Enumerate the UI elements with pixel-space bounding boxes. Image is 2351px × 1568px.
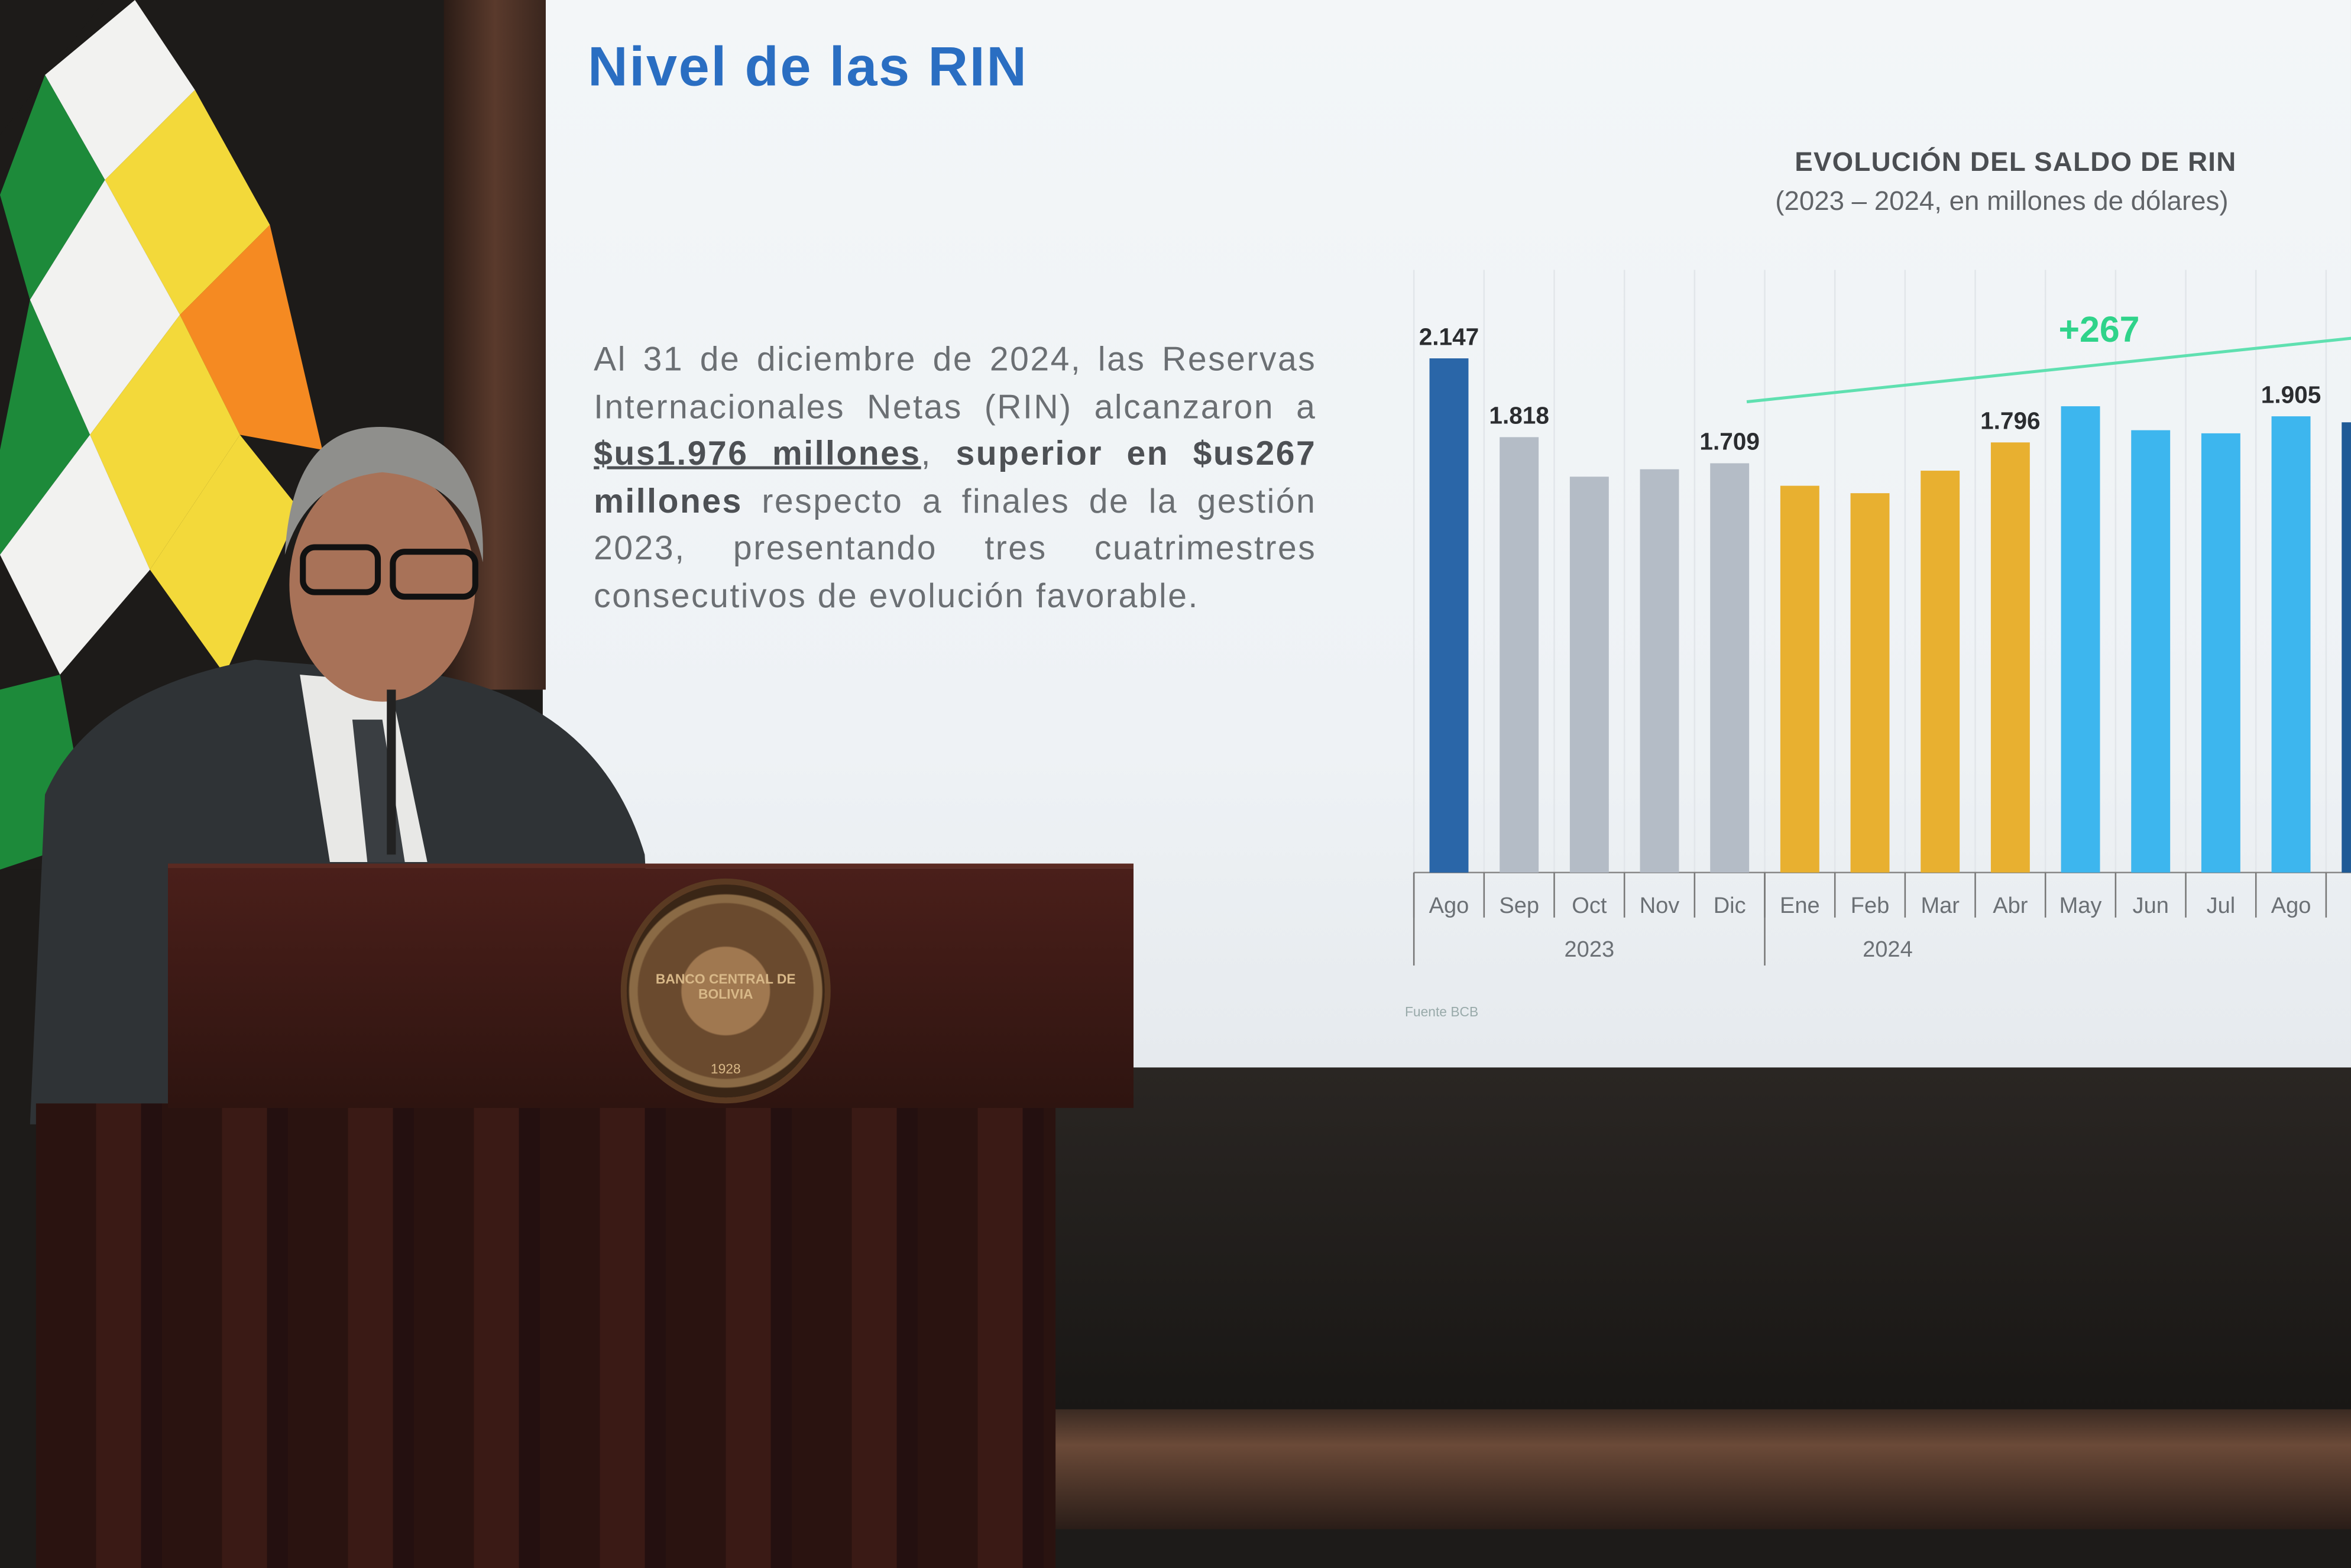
x-tick-label: Abr (1993, 893, 2028, 918)
x-tick-label: Mar (1921, 893, 1960, 918)
para-text: , (921, 435, 956, 472)
bar-ene-5 (1780, 485, 1819, 873)
bar-s-13 (2342, 422, 2351, 873)
bar-abr-8 (1990, 442, 2030, 873)
bar-jun-10 (2131, 430, 2171, 873)
bar-ago-0 (1429, 358, 1469, 873)
bar-sep-1 (1500, 437, 1539, 873)
bar-feb-6 (1850, 493, 1890, 873)
bar-chart: 2.147 Ago 1.818 Sep Oct Nov 1.709 Dic Ene Feb Mar 1… (1413, 270, 2351, 966)
slide-title: Nivel de las RIN (587, 35, 1028, 98)
x-tick-label: Feb (1851, 893, 1890, 918)
chart-subtitle: (2023 – 2024, en millones de dólares) (1775, 186, 2229, 216)
x-tick-label: May (2059, 893, 2102, 918)
trend-line (1746, 336, 2351, 404)
bar-oct-2 (1569, 477, 1609, 873)
x-tick-label: Sep (1499, 893, 1539, 918)
data-label: 2.147 (1419, 323, 1479, 350)
data-label: 1.818 (1489, 402, 1549, 429)
para-text: Al 31 de diciembre de 2024, las Reservas… (594, 340, 1317, 425)
annotation-label: +267 (2058, 309, 2139, 349)
central-bank-seal: BANCO CENTRAL DE BOLIVIA 1928 (626, 885, 825, 1098)
slide-paragraph: Al 31 de diciembre de 2024, las Reservas… (594, 336, 1316, 619)
seal-text: BANCO CENTRAL DE BOLIVIA (655, 971, 796, 1002)
data-label: 1.905 (2261, 381, 2321, 408)
para-highlight: $us1.976 millones (594, 435, 921, 472)
x-tick-label: Ago (2271, 893, 2311, 918)
x-tick-label: Nov (1640, 893, 1680, 918)
year-label: 2023 (1565, 937, 1615, 962)
seal-year: 1928 (710, 1061, 741, 1077)
x-tick-label: Ago (1429, 893, 1469, 918)
podium-base (35, 1103, 1056, 1568)
bar-jul-11 (2201, 433, 2240, 873)
source-note: Fuente BCB (1404, 1004, 1479, 1020)
x-tick-label: Ene (1780, 893, 1820, 918)
bar-may-9 (2061, 406, 2100, 873)
x-tick-label: Oct (1572, 893, 1607, 918)
wiphala-flag (0, 0, 345, 870)
bar-ago-12 (2271, 416, 2311, 873)
para-text: respecto a finales de la gestión 2023, p… (594, 482, 1317, 614)
x-tick-label: Jul (2207, 893, 2236, 918)
bar-nov-3 (1640, 469, 1679, 873)
chart-title: EVOLUCIÓN DEL SALDO DE RIN (1795, 147, 2237, 177)
data-label: 1.796 (1980, 407, 2041, 434)
para-bold: superior en $us267 millones (594, 435, 1317, 520)
bar-dic-4 (1710, 463, 1750, 873)
year-label: 2024 (1863, 937, 1913, 962)
bar-mar-7 (1921, 471, 1960, 873)
x-tick-label: Jun (2133, 893, 2169, 918)
data-label: 1.709 (1699, 428, 1760, 455)
back-wall (1049, 1067, 2351, 1410)
x-tick-label: Dic (1714, 893, 1746, 918)
stage-edge (1049, 1409, 2351, 1530)
